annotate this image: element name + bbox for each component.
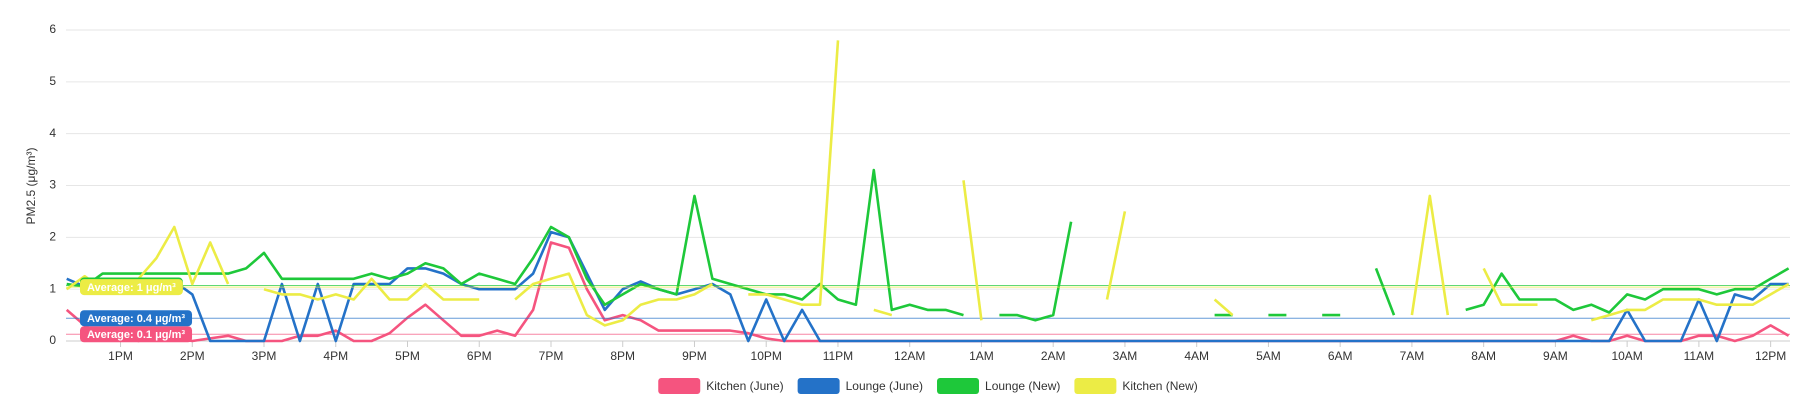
x-tick-label: 9AM — [1543, 349, 1568, 363]
y-tick-label: 3 — [49, 178, 56, 192]
x-tick-label: 10AM — [1611, 349, 1642, 363]
legend-swatch — [658, 378, 701, 394]
x-tick-label: 9PM — [682, 349, 707, 363]
x-tick-label: 8PM — [610, 349, 635, 363]
series-line — [66, 230, 1789, 343]
legend-label: Lounge (New) — [985, 379, 1060, 393]
average-badge-bg — [80, 326, 193, 343]
x-tick-label: 3AM — [1113, 349, 1138, 363]
legend: Kitchen (June) Lounge (June) Lounge (New) K… — [658, 378, 1198, 394]
legend-swatch — [937, 378, 980, 394]
y-tick-label: 5 — [49, 74, 56, 88]
x-tick-label: 6AM — [1328, 349, 1353, 363]
series-line — [65, 40, 1790, 327]
legend-swatch — [797, 378, 840, 394]
average-label: Average: 1 μg/m³ — [87, 282, 176, 294]
x-tick-label: 3PM — [252, 349, 277, 363]
average-badge-bg — [80, 310, 193, 327]
x-tick-label: 12AM — [894, 349, 925, 363]
series-line — [65, 241, 1790, 343]
x-tick-label: 1AM — [969, 349, 994, 363]
x-tick-label: 4PM — [323, 349, 348, 363]
x-tick-label: 4AM — [1184, 349, 1209, 363]
x-tick-label: 10PM — [751, 349, 782, 363]
x-tick-label: 5AM — [1256, 349, 1281, 363]
average-badge: Average: 0.1 μg/m³ — [80, 326, 193, 343]
x-tick-label: 8AM — [1471, 349, 1496, 363]
average-badge-bg — [80, 279, 183, 296]
legend-label: Kitchen (June) — [706, 379, 783, 393]
legend-swatch — [1074, 378, 1117, 394]
series-line — [66, 168, 1790, 322]
average-badge: Average: 1 μg/m³ — [80, 279, 183, 296]
x-tick-label: 1PM — [108, 349, 133, 363]
x-tick-label: 2PM — [180, 349, 205, 363]
x-tick-label: 2AM — [1041, 349, 1066, 363]
average-label: Average: 0.4 μg/m³ — [87, 313, 185, 325]
x-tick-label: 11PM — [823, 349, 853, 363]
x-tick-label: 7AM — [1400, 349, 1425, 363]
x-tick-label: 11AM — [1684, 349, 1714, 363]
legend-label: Kitchen (New) — [1122, 379, 1197, 393]
y-tick-label: 1 — [49, 281, 56, 295]
legend-label: Lounge (June) — [846, 379, 923, 393]
y-tick-label: 2 — [49, 230, 56, 244]
x-tick-label: 7PM — [539, 349, 564, 363]
average-label: Average: 0.1 μg/m³ — [87, 329, 185, 341]
y-tick-label: 4 — [49, 126, 56, 140]
x-tick-label: 5PM — [395, 349, 420, 363]
average-badge: Average: 0.4 μg/m³ — [80, 310, 193, 327]
x-tick-label: 6PM — [467, 349, 492, 363]
y-tick-label: 0 — [49, 333, 56, 347]
y-tick-label: 6 — [49, 22, 56, 36]
y-axis-label: PM2.5 (μg/m³) — [24, 148, 38, 225]
x-tick-label: 12PM — [1755, 349, 1786, 363]
